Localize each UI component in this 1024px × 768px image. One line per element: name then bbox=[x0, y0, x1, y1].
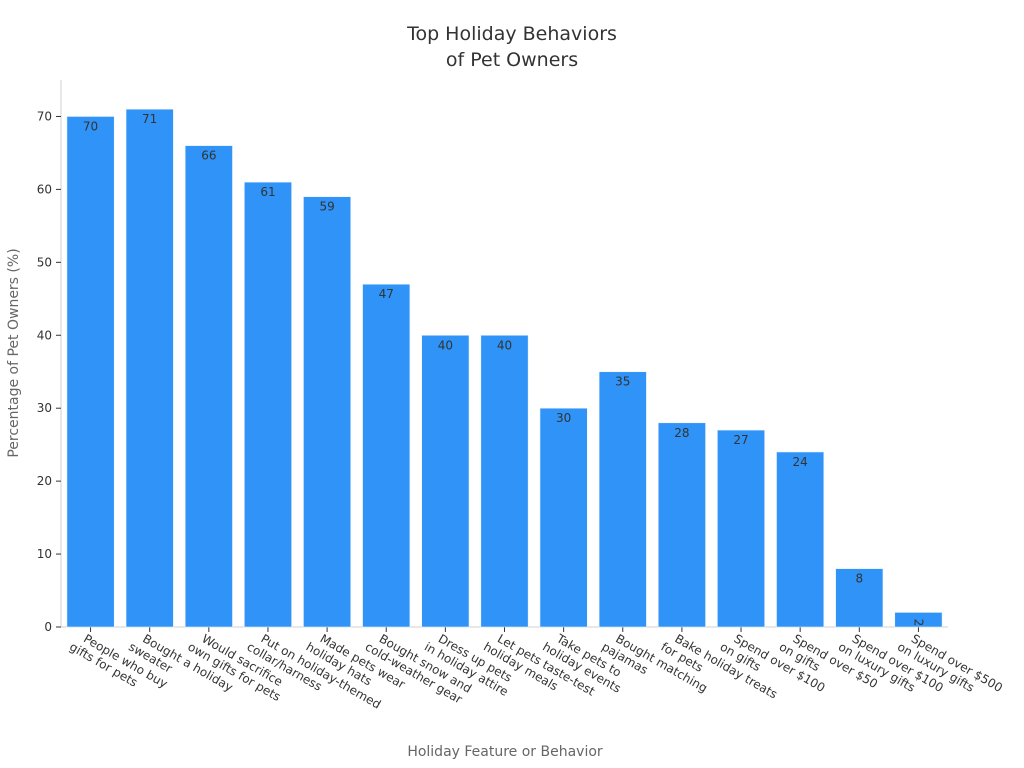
y-tick-label: 10 bbox=[37, 547, 52, 561]
bar-value-label: 40 bbox=[438, 338, 453, 352]
bar-value-label: 28 bbox=[674, 426, 689, 440]
bar bbox=[480, 334, 529, 628]
bar-value-label: 24 bbox=[793, 455, 808, 469]
bar bbox=[244, 181, 292, 628]
bar bbox=[184, 145, 233, 628]
bar bbox=[894, 612, 943, 628]
bar-value-label: 66 bbox=[201, 149, 216, 163]
bar bbox=[835, 568, 884, 628]
bar-value-label: 47 bbox=[379, 287, 394, 301]
x-axis: People who buygifts for pets Bought a hol… bbox=[61, 626, 1005, 712]
y-tick-label: 40 bbox=[37, 328, 52, 342]
y-tick-label: 0 bbox=[44, 620, 52, 634]
bar bbox=[362, 283, 411, 628]
y-tick-label: 60 bbox=[37, 182, 52, 196]
bar-value-label: 8 bbox=[855, 572, 863, 586]
bar bbox=[717, 429, 765, 628]
bar-value-label: 71 bbox=[142, 112, 157, 126]
bar bbox=[657, 422, 706, 628]
bar bbox=[776, 451, 825, 628]
bar-value-label: 70 bbox=[83, 119, 98, 133]
bar-value-label: 35 bbox=[615, 375, 630, 389]
y-axis-label: Percentage of Pet Owners (%) bbox=[6, 248, 22, 457]
bar bbox=[421, 334, 470, 628]
bar-value-label: 30 bbox=[556, 411, 571, 425]
bar-value-label: 40 bbox=[497, 338, 512, 352]
bar bbox=[303, 196, 352, 628]
y-tick-label: 50 bbox=[37, 255, 52, 269]
bar bbox=[539, 407, 588, 628]
y-tick-label: 70 bbox=[37, 109, 52, 123]
bars: 70 71 66 61 59 47 40 40 30 35 28 27 24 8 2 bbox=[66, 108, 943, 628]
bar bbox=[598, 371, 647, 628]
y-tick-label: 20 bbox=[37, 474, 52, 488]
bar-value-label: 27 bbox=[733, 433, 748, 447]
bar-value-label: 2 bbox=[911, 619, 925, 627]
chart-title-line-2: of Pet Owners bbox=[446, 49, 578, 71]
y-tick-label: 30 bbox=[37, 401, 52, 415]
bar-value-label: 61 bbox=[260, 185, 275, 199]
bar bbox=[125, 108, 174, 628]
bar bbox=[66, 116, 115, 628]
y-axis: 0 10 20 30 40 50 60 70 bbox=[37, 80, 62, 634]
x-axis-label: Holiday Feature or Behavior bbox=[407, 744, 603, 760]
bar-value-label: 59 bbox=[319, 200, 334, 214]
chart-title-line-1: Top Holiday Behaviors bbox=[406, 23, 617, 45]
